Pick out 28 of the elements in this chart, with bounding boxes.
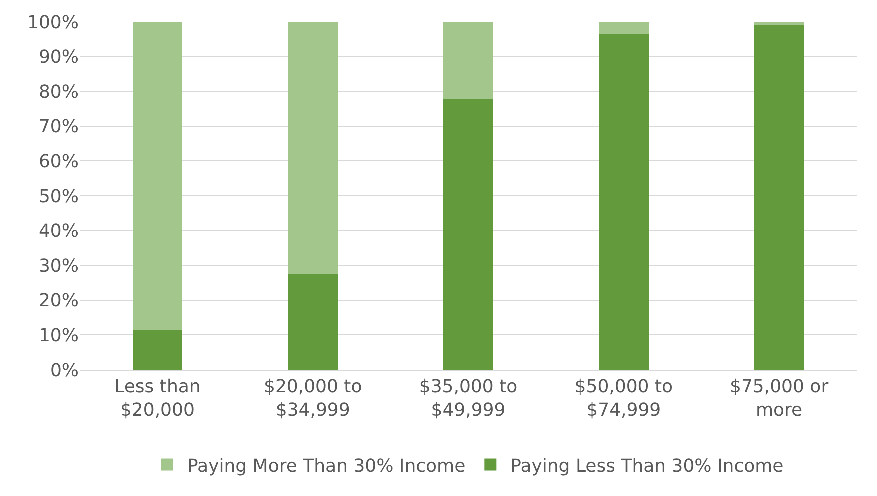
bar bbox=[754, 22, 804, 26]
x-tick-label: $75,000 or more bbox=[730, 376, 830, 421]
bar bbox=[754, 25, 804, 370]
y-tick-label: 10% bbox=[38, 326, 79, 346]
legend-label: Paying More Than 30% Income bbox=[188, 456, 466, 477]
bar bbox=[132, 330, 183, 370]
bar bbox=[132, 22, 183, 331]
y-tick-label: 0% bbox=[50, 360, 79, 382]
y-tick-label: 20% bbox=[38, 290, 79, 312]
x-tick-label: $35,000 to $49,999 bbox=[419, 376, 518, 421]
y-tick-label: 90% bbox=[38, 47, 79, 68]
x-tick-label: Less than $20,000 bbox=[114, 376, 201, 421]
y-tick-label: 100% bbox=[28, 12, 79, 34]
y-tick-label: 30% bbox=[38, 256, 79, 277]
bar bbox=[444, 100, 494, 370]
bar bbox=[599, 22, 649, 34]
bar bbox=[288, 274, 338, 370]
bar bbox=[288, 22, 338, 274]
x-tick-label: $20,000 to $34,999 bbox=[264, 376, 362, 421]
y-tick-label: 40% bbox=[38, 221, 79, 242]
legend-label: Paying Less Than 30% Income bbox=[510, 456, 784, 477]
y-tick-label: 50% bbox=[38, 186, 79, 208]
x-tick-label: $50,000 to $74,999 bbox=[574, 376, 674, 421]
bar bbox=[444, 22, 494, 100]
y-tick-label: 70% bbox=[38, 116, 79, 138]
y-tick-label: 80% bbox=[38, 82, 79, 103]
bar bbox=[599, 34, 649, 370]
y-tick-label: 60% bbox=[38, 152, 79, 172]
